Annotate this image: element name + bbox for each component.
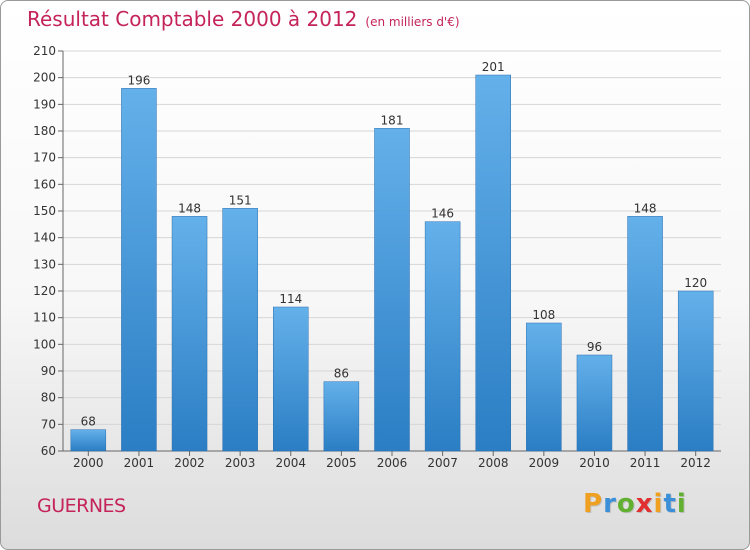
x-tick-label: 2011: [630, 456, 661, 470]
logo-letter: i: [676, 489, 687, 519]
bar-2008: [475, 74, 511, 452]
x-tick-label: 2000: [73, 456, 104, 470]
y-tick-label: 100: [33, 337, 56, 351]
y-axis-ticks: 60 70 80 90 100 110 120 130 140 150 160 170 180 190 20…: [33, 44, 63, 458]
data-label: 120: [684, 276, 707, 290]
proxiti-logo[interactable]: Proxiti: [583, 489, 687, 519]
chart-subtitle: (en milliers d'€): [365, 15, 460, 29]
bar-2003: [222, 208, 258, 452]
data-label: 96: [587, 340, 602, 354]
logo-letter: o: [616, 489, 636, 519]
bar-2004: [273, 306, 309, 452]
x-tick-label: 2004: [275, 456, 306, 470]
x-tick-label: 2006: [377, 456, 408, 470]
x-tick-label: 2012: [680, 456, 711, 470]
bar-2002: [171, 216, 208, 452]
x-tick-label: 2001: [124, 456, 155, 470]
x-tick-label: 2002: [174, 456, 205, 470]
x-axis-ticks: 2000 2001 2002 2003 2004 2005 2006 2007 2008 2009…: [73, 451, 711, 470]
bar-2001: [121, 88, 157, 452]
bar-2005: [323, 381, 360, 452]
bar-2009: [526, 322, 562, 452]
bar-2011: [627, 216, 663, 452]
data-label: 108: [532, 308, 555, 322]
bar-2000: [70, 429, 107, 452]
y-tick-label: 160: [33, 177, 56, 191]
y-tick-label: 150: [33, 204, 56, 218]
y-tick-label: 70: [41, 417, 56, 431]
y-tick-label: 190: [33, 97, 56, 111]
y-tick-label: 210: [33, 44, 56, 58]
logo-letter: i: [653, 489, 664, 519]
y-tick-label: 180: [33, 124, 56, 138]
y-tick-label: 120: [33, 284, 56, 298]
y-tick-label: 80: [41, 391, 56, 405]
bar-2012: [677, 290, 714, 452]
y-tick-label: 170: [33, 151, 56, 165]
commune-name: GUERNES: [37, 495, 126, 517]
data-labels: 68 196 148 151 114 86 181 146 201 108 96 148 120: [81, 60, 707, 429]
x-tick-label: 2008: [478, 456, 509, 470]
x-tick-label: 2005: [326, 456, 357, 470]
logo-letter: r: [603, 489, 617, 519]
x-tick-label: 2010: [579, 456, 610, 470]
bar-2006: [374, 128, 410, 452]
bar-2010: [576, 354, 613, 452]
data-label: 181: [381, 113, 404, 127]
data-label: 148: [634, 201, 657, 215]
data-label: 151: [229, 193, 252, 207]
y-tick-label: 90: [41, 364, 56, 378]
y-tick-label: 60: [41, 444, 56, 458]
bar-2007: [424, 221, 461, 452]
data-label: 201: [482, 60, 505, 74]
x-tick-label: 2003: [225, 456, 256, 470]
bars: [70, 74, 714, 452]
data-label: 196: [127, 73, 150, 87]
x-tick-label: 2007: [427, 456, 458, 470]
chart-title-text: Résultat Comptable 2000 à 2012: [27, 7, 358, 31]
data-label: 146: [431, 207, 454, 221]
logo-letter: t: [663, 489, 677, 519]
y-tick-label: 200: [33, 71, 56, 85]
y-tick-label: 130: [33, 257, 56, 271]
logo-letter: P: [583, 489, 604, 519]
data-label: 148: [178, 201, 201, 215]
data-label: 114: [279, 292, 302, 306]
x-tick-label: 2009: [529, 456, 560, 470]
y-tick-label: 110: [33, 311, 56, 325]
data-label: 86: [334, 367, 349, 381]
chart-title: Résultat Comptable 2000 à 2012 (en millie…: [27, 7, 460, 31]
logo-letter: x: [635, 489, 654, 519]
y-tick-label: 140: [33, 231, 56, 245]
data-label: 68: [81, 415, 96, 429]
